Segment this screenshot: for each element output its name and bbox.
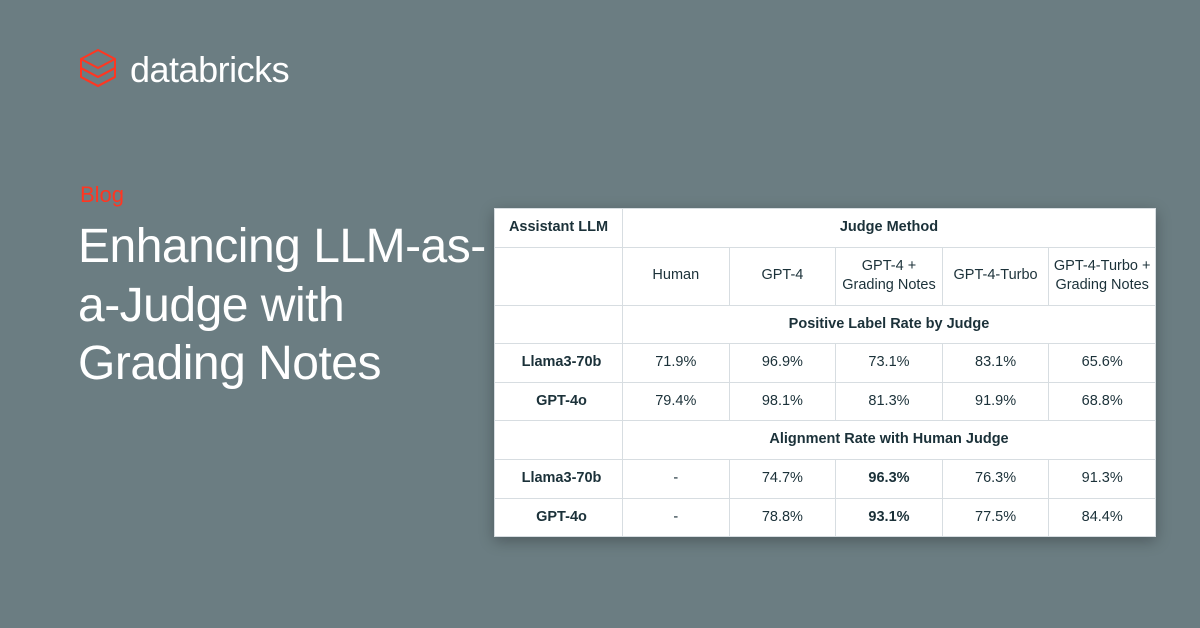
cell: 96.3% <box>836 459 943 498</box>
cell: 81.3% <box>836 382 943 421</box>
cell: 68.8% <box>1049 382 1156 421</box>
brand-name: databricks <box>130 49 289 91</box>
cell: - <box>623 459 730 498</box>
cell: 96.9% <box>729 344 836 383</box>
cell: 77.5% <box>942 498 1049 537</box>
cell: 78.8% <box>729 498 836 537</box>
row-label: GPT-4o <box>495 498 623 537</box>
cell: - <box>623 498 730 537</box>
cell: 79.4% <box>623 382 730 421</box>
blank-cell <box>495 305 623 344</box>
header-judge: Judge Method <box>623 209 1156 248</box>
col-gpt4turbo-notes: GPT-4-Turbo + Grading Notes <box>1049 247 1156 305</box>
results-table: Assistant LLM Judge Method Human GPT-4 G… <box>494 208 1156 537</box>
col-human: Human <box>623 247 730 305</box>
row-label: Llama3-70b <box>495 459 623 498</box>
cell: 83.1% <box>942 344 1049 383</box>
cell: 91.9% <box>942 382 1049 421</box>
section2-title: Alignment Rate with Human Judge <box>623 421 1156 460</box>
cell: 73.1% <box>836 344 943 383</box>
col-gpt4-notes: GPT-4 + Grading Notes <box>836 247 943 305</box>
cell: 93.1% <box>836 498 943 537</box>
databricks-icon <box>78 48 118 92</box>
cell: 65.6% <box>1049 344 1156 383</box>
table-row: Llama3-70b - 74.7% 96.3% 76.3% 91.3% <box>495 459 1156 498</box>
col-gpt4turbo: GPT-4-Turbo <box>942 247 1049 305</box>
header-assistant: Assistant LLM <box>495 209 623 248</box>
page-title: Enhancing LLM-as-a-Judge with Grading No… <box>78 218 498 394</box>
row-label: Llama3-70b <box>495 344 623 383</box>
cell: 91.3% <box>1049 459 1156 498</box>
logo: databricks <box>78 48 289 92</box>
row-label: GPT-4o <box>495 382 623 421</box>
blank-cell <box>495 247 623 305</box>
table-row: GPT-4o 79.4% 98.1% 81.3% 91.9% 68.8% <box>495 382 1156 421</box>
category-label: Blog <box>80 182 124 208</box>
cell: 74.7% <box>729 459 836 498</box>
cell: 71.9% <box>623 344 730 383</box>
col-gpt4: GPT-4 <box>729 247 836 305</box>
cell: 84.4% <box>1049 498 1156 537</box>
table-row: Llama3-70b 71.9% 96.9% 73.1% 83.1% 65.6% <box>495 344 1156 383</box>
table-row: GPT-4o - 78.8% 93.1% 77.5% 84.4% <box>495 498 1156 537</box>
section1-title: Positive Label Rate by Judge <box>623 305 1156 344</box>
cell: 76.3% <box>942 459 1049 498</box>
cell: 98.1% <box>729 382 836 421</box>
blank-cell <box>495 421 623 460</box>
